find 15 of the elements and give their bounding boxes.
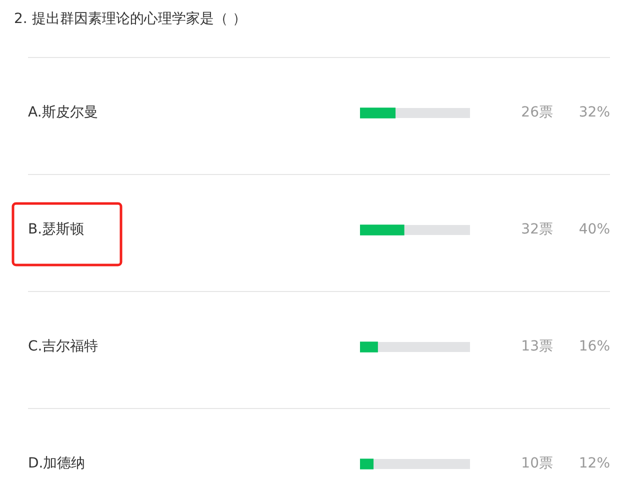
y-tick-label: D.加德纳 [28,456,86,472]
bar [360,458,374,470]
text: 13票 [521,338,553,355]
y-tick-label: B.瑟斯顿 [28,222,84,238]
data-label: 16% [578,338,610,355]
data-label: 12% [578,456,610,472]
text: 2. 提出群因素理论的心理学家是（ ） [14,10,246,29]
data-label: 32% [578,104,610,121]
text: 10票 [521,456,553,472]
text: 26票 [521,104,553,121]
y-tick-label: A.斯皮尔曼 [28,104,98,121]
text: 32票 [521,222,553,238]
y-tick-label: C.吉尔福特 [28,338,98,355]
bar [360,342,378,352]
data-label: 40% [578,222,610,238]
